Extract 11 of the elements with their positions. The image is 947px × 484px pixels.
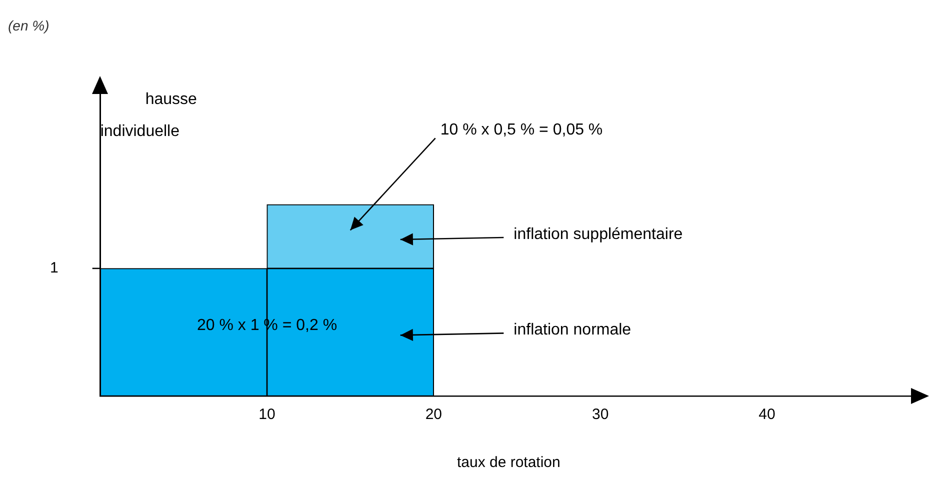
x-tick-label: 30 — [592, 406, 609, 424]
annotation: 10 % x 0,5 % = 0,05 % — [440, 122, 603, 139]
text: inflation supplémentaire — [514, 226, 683, 243]
chart-title: (en %) — [8, 17, 50, 34]
x-axis-title: taux de rotation — [456, 454, 560, 472]
y-axis-title: hausse individuelle — [100, 91, 198, 140]
y-tick-label: 1 — [50, 260, 58, 277]
x-tick-label: 20 — [425, 406, 442, 424]
x-tick-label: 10 — [258, 406, 276, 424]
text: inflation normale — [514, 322, 632, 339]
x-tick-label: 40 — [758, 406, 776, 424]
